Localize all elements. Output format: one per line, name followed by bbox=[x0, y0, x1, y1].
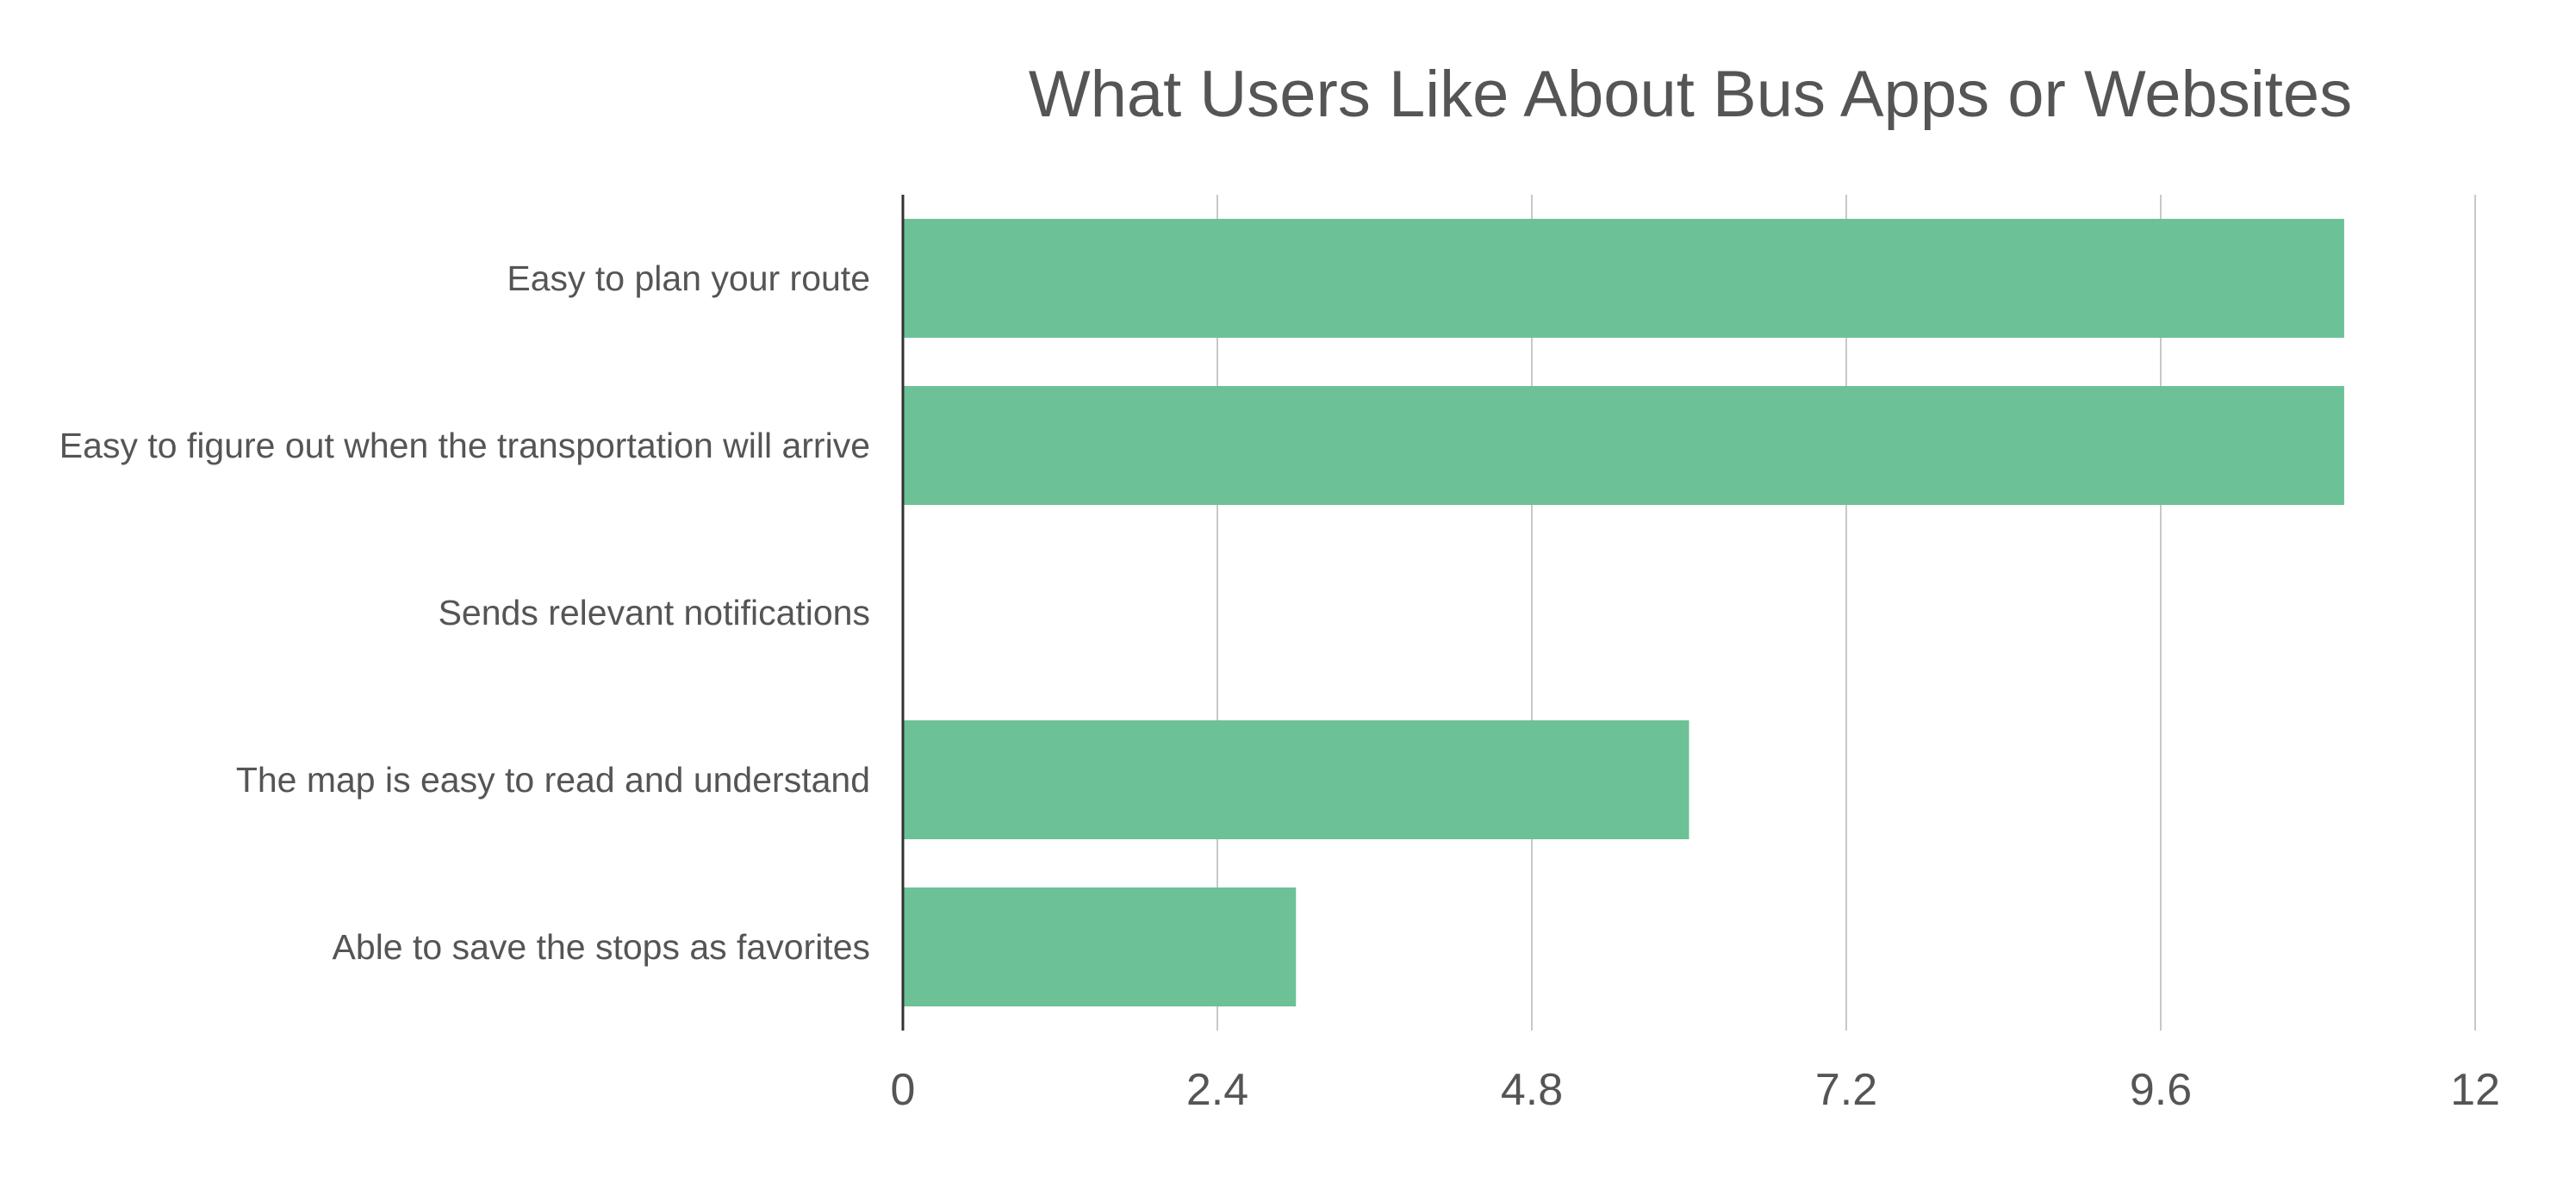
category-label: Sends relevant notifications bbox=[439, 593, 870, 632]
category-labels: Easy to plan your route Easy to figure ou… bbox=[59, 258, 870, 967]
category-label: Able to save the stops as favorites bbox=[333, 927, 870, 967]
x-tick-label: 0 bbox=[891, 1065, 916, 1115]
bar bbox=[903, 720, 1689, 839]
bar bbox=[903, 386, 2344, 505]
category-label: Easy to plan your route bbox=[507, 258, 870, 298]
category-label: The map is easy to read and understand bbox=[236, 760, 870, 800]
x-tick-label: 12 bbox=[2450, 1065, 2500, 1115]
bar bbox=[903, 887, 1297, 1006]
bars bbox=[903, 219, 2344, 1006]
x-tick-labels: 0 2.4 4.8 7.2 9.6 12 bbox=[891, 1065, 2500, 1115]
category-label: Easy to figure out when the transportati… bbox=[59, 426, 870, 465]
x-tick-label: 4.8 bbox=[1501, 1065, 1563, 1115]
bar bbox=[903, 219, 2344, 338]
x-tick-label: 2.4 bbox=[1186, 1065, 1248, 1115]
x-tick-label: 9.6 bbox=[2130, 1065, 2192, 1115]
x-tick-label: 7.2 bbox=[1815, 1065, 1877, 1115]
chart-title: What Users Like About Bus Apps or Websit… bbox=[1029, 58, 2352, 131]
